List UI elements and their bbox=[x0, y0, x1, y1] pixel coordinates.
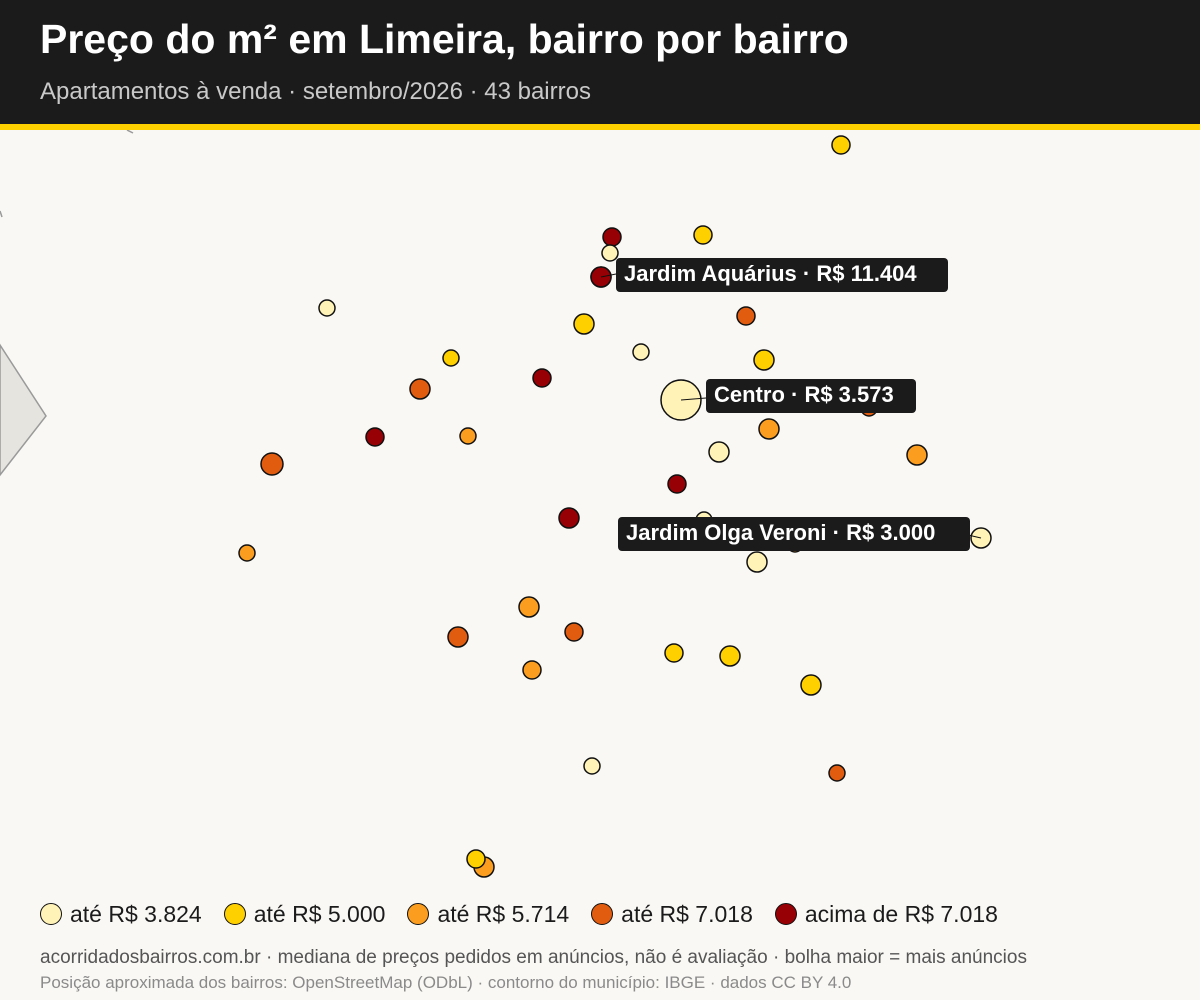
neighborhood-bubble bbox=[583, 757, 601, 775]
legend-item: até R$ 7.018 bbox=[591, 901, 753, 928]
legend-item: até R$ 5.714 bbox=[407, 901, 569, 928]
legend-swatch-tier-5 bbox=[774, 903, 797, 925]
boundary-tick bbox=[0, 210, 3, 218]
neighborhood-bubble bbox=[260, 452, 284, 476]
callout-label-box bbox=[616, 258, 948, 292]
callout-leader-line bbox=[680, 397, 707, 401]
map-canvas: Jardim Aquárius · R$ 11.404 Centro · R$ 3… bbox=[0, 130, 992, 878]
neighborhood-bubble bbox=[753, 349, 775, 371]
neighborhood-bubble bbox=[518, 596, 540, 618]
municipality-boundary-fragment bbox=[0, 343, 47, 477]
neighborhood-bubble bbox=[736, 306, 756, 326]
legend-label: até R$ 5.000 bbox=[253, 900, 386, 927]
callout-leader-line bbox=[600, 273, 617, 278]
neighborhood-bubble bbox=[318, 299, 336, 317]
neighborhood-bubble bbox=[522, 660, 542, 680]
neighborhood-bubble bbox=[708, 441, 730, 463]
legend: até R$ 3.824 até R$ 5.000 até R$ 5.714 a… bbox=[40, 896, 1020, 932]
legend-swatch-tier-2 bbox=[223, 903, 246, 925]
callout-label: Jardim Aquárius · R$ 11.404 bbox=[624, 261, 917, 286]
legend-item: acima de R$ 7.018 bbox=[774, 900, 998, 928]
neighborhood-bubble bbox=[719, 645, 741, 667]
neighborhood-bubble bbox=[746, 551, 768, 573]
accent-bar bbox=[0, 124, 1200, 130]
neighborhood-bubble bbox=[564, 622, 584, 642]
neighborhood-bubble bbox=[906, 444, 928, 466]
neighborhood-bubble bbox=[831, 135, 851, 155]
neighborhood-bubble bbox=[466, 849, 486, 869]
neighborhood-bubble bbox=[601, 244, 619, 262]
legend-item: até R$ 3.824 bbox=[40, 901, 202, 928]
neighborhood-bubble bbox=[573, 313, 595, 335]
neighborhood-bubbles bbox=[238, 135, 928, 878]
page-subtitle: Apartamentos à venda · setembro/2026 · 4… bbox=[40, 78, 591, 105]
footer-attribution: Posição aproximada dos bairros: OpenStre… bbox=[40, 973, 852, 992]
callout-label: Centro · R$ 3.573 bbox=[714, 382, 894, 407]
neighborhood-bubble bbox=[800, 674, 822, 696]
neighborhood-bubble bbox=[828, 764, 846, 782]
legend-swatch-tier-1 bbox=[40, 903, 62, 925]
neighborhood-bubble bbox=[409, 378, 431, 400]
neighborhood-bubble bbox=[632, 343, 650, 361]
callout-label: Jardim Olga Veroni · R$ 3.000 bbox=[626, 520, 935, 545]
callout-label-box bbox=[618, 517, 970, 551]
legend-swatch-tier-3 bbox=[407, 903, 430, 925]
neighborhood-bubble bbox=[532, 368, 552, 388]
neighborhood-bubble bbox=[442, 349, 460, 367]
page-title: Preço do m² em Limeira, bairro por bairr… bbox=[40, 16, 849, 62]
boundary-tick bbox=[126, 130, 134, 134]
neighborhood-callouts: Jardim Aquárius · R$ 11.404 Centro · R$ 3… bbox=[590, 258, 992, 551]
neighborhood-bubble bbox=[664, 643, 684, 663]
neighborhood-bubble bbox=[365, 427, 385, 447]
neighborhood-bubble bbox=[447, 626, 469, 648]
neighborhood-bubble bbox=[693, 225, 713, 245]
neighborhood-bubble bbox=[238, 544, 256, 562]
legend-label: acima de R$ 7.018 bbox=[804, 900, 998, 927]
legend-label: até R$ 3.824 bbox=[70, 900, 202, 927]
callout-label-box bbox=[706, 379, 916, 413]
callout-leader-line bbox=[967, 534, 982, 539]
neighborhood-bubble bbox=[667, 474, 687, 494]
neighborhood-bubble bbox=[758, 418, 780, 440]
footer-source: acorridadosbairros.com.br · mediana de p… bbox=[40, 947, 1027, 968]
neighborhood-bubble bbox=[602, 227, 622, 247]
header: Preço do m² em Limeira, bairro por bairr… bbox=[0, 0, 1200, 124]
legend-label: até R$ 7.018 bbox=[621, 900, 753, 927]
neighborhood-bubble bbox=[558, 507, 580, 529]
legend-label: até R$ 5.714 bbox=[437, 900, 570, 927]
neighborhood-bubble bbox=[459, 427, 477, 445]
legend-item: até R$ 5.000 bbox=[223, 900, 386, 928]
legend-swatch-tier-4 bbox=[591, 903, 614, 925]
